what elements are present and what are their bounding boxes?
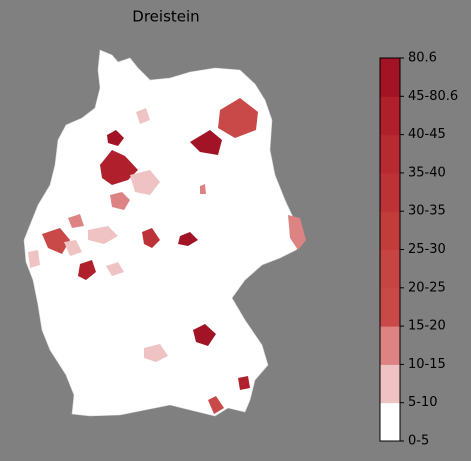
colorbar-segment xyxy=(380,172,400,212)
region xyxy=(144,344,168,362)
colorbar-tick-label: 45-80.6 xyxy=(408,89,458,104)
colorbar-segment xyxy=(380,211,400,250)
region xyxy=(42,228,70,254)
region xyxy=(288,215,306,250)
colorbar-tick-label: 10-15 xyxy=(408,357,446,372)
region xyxy=(88,226,118,244)
colorbar-segment xyxy=(380,96,400,136)
region xyxy=(64,240,82,256)
region xyxy=(190,130,222,155)
colorbar-tick-label: 20-25 xyxy=(408,280,446,295)
colorbar-tick-label: 0-5 xyxy=(408,434,429,449)
region xyxy=(178,232,198,246)
colorbar-segment xyxy=(380,249,400,289)
region xyxy=(100,150,138,185)
colorbar-segment xyxy=(380,326,400,365)
region xyxy=(107,130,124,146)
colorbar-tick-label: 25-30 xyxy=(408,242,446,257)
region xyxy=(136,108,150,124)
colorbar-segment xyxy=(380,134,400,174)
colorbar-tick-label: 30-35 xyxy=(408,204,446,219)
region xyxy=(193,324,216,346)
region xyxy=(68,214,84,228)
colorbar-segment xyxy=(380,287,400,327)
colorbar-tick-label: 80.6 xyxy=(408,51,437,66)
germany-map xyxy=(23,49,306,417)
colorbar: 0-5 5-10 10-15 15-20 20-25 25-30 30-35 35-40 40-… xyxy=(379,51,458,449)
colorbar-segment xyxy=(380,364,400,404)
region xyxy=(218,98,258,138)
country-outline xyxy=(23,49,306,417)
region xyxy=(110,192,130,210)
colorbar-segment xyxy=(380,402,400,442)
region xyxy=(106,262,124,276)
colorbar-tick-label: 5-10 xyxy=(408,395,438,410)
region xyxy=(130,170,160,195)
region xyxy=(142,228,160,248)
colorbar-tick-label: 40-45 xyxy=(408,127,446,142)
colorbar-tick-label: 35-40 xyxy=(408,165,446,180)
region xyxy=(28,250,40,268)
region xyxy=(208,396,224,414)
region xyxy=(238,376,250,390)
region xyxy=(78,260,96,280)
colorbar-segment xyxy=(380,58,400,97)
colorbar-tick-label: 15-20 xyxy=(408,319,446,334)
region xyxy=(200,184,206,194)
map-title: Dreistein xyxy=(132,8,199,26)
